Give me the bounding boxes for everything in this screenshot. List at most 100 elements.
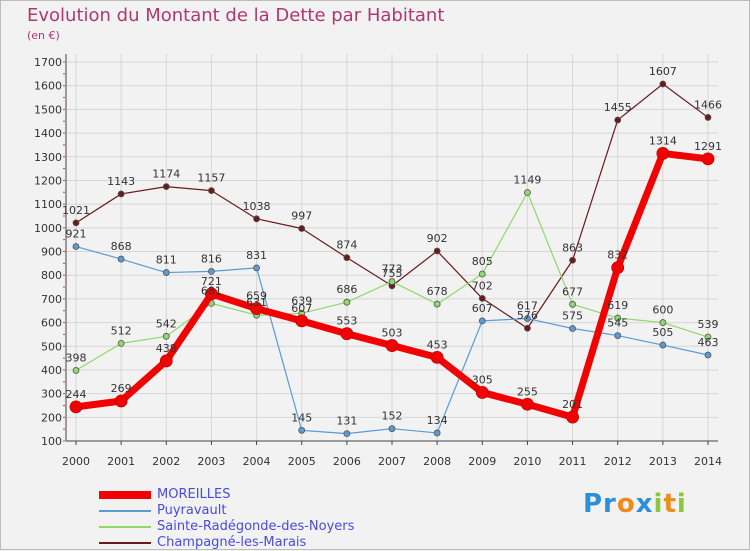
data-point [566,410,579,424]
data-label: 607 [291,302,312,315]
data-label: 1314 [649,134,677,147]
data-label: 1291 [694,140,722,153]
data-label: 553 [336,315,357,328]
data-point [340,327,354,341]
legend-swatch [99,542,151,544]
y-tick-label: 1000 [34,222,62,235]
data-label: 512 [111,324,132,337]
data-point [569,325,576,332]
data-point [614,332,622,339]
data-point [205,287,218,301]
data-point [611,261,625,275]
data-label: 269 [111,382,132,395]
data-label: 1455 [604,101,632,114]
x-tick-label: 2010 [513,455,541,468]
data-label: 686 [336,283,357,296]
legend-label: Sainte-Radégonde-des-Noyers [157,519,355,534]
data-point [162,269,170,276]
x-tick-label: 2012 [604,455,632,468]
data-point [656,147,670,160]
data-point [659,80,667,88]
data-label: 1157 [197,172,225,185]
data-label: 755 [382,267,403,280]
data-point [659,319,667,326]
x-tick-label: 2006 [333,455,361,468]
data-point [478,295,486,302]
y-tick-label: 200 [41,411,62,424]
data-point [117,340,125,347]
x-tick-label: 2007 [378,455,406,468]
y-tick-label: 300 [41,388,62,401]
data-label: 921 [66,228,87,241]
data-point [475,386,489,399]
data-point [659,341,667,349]
data-point [114,394,128,408]
data-label: 244 [66,388,87,401]
data-point [569,300,576,308]
data-label: 607 [472,302,493,315]
y-tick-label: 1700 [34,56,62,69]
data-point [385,339,399,352]
data-label: 131 [336,415,357,428]
proxiti-logo: Proxiti [583,489,687,519]
data-point [253,215,260,223]
data-label: 678 [427,285,448,298]
data-point [72,243,80,250]
data-label: 811 [156,254,177,267]
data-label: 773 [382,263,403,276]
data-label: 677 [562,285,583,298]
x-tick-label: 2011 [559,455,587,468]
data-label: 631 [246,296,267,309]
legend-swatch [99,526,151,528]
data-label: 1607 [649,65,677,78]
x-tick-label: 2004 [243,455,271,468]
y-tick-label: 700 [41,293,62,306]
data-point [250,302,263,315]
data-label: 600 [652,304,673,317]
y-tick-label: 400 [41,364,62,377]
data-label: 503 [382,327,403,340]
data-point [159,354,173,368]
legend-swatch [99,491,151,499]
y-tick-label: 600 [41,317,62,330]
y-tick-label: 1300 [34,151,62,164]
data-label: 874 [336,239,357,252]
data-point [162,183,170,190]
data-point [208,267,215,275]
data-point [524,189,531,196]
data-point [298,225,306,232]
chart-title: Evolution du Montant de la Dette par Hab… [27,5,445,26]
data-label: 868 [111,240,132,253]
data-label: 1143 [107,175,135,188]
data-label: 1149 [513,174,541,187]
data-label: 617 [517,300,538,313]
data-label: 681 [201,284,222,297]
x-tick-label: 2005 [288,455,316,468]
y-tick-label: 1100 [34,198,62,211]
data-label: 805 [472,255,493,268]
data-point [388,425,396,433]
data-point [704,351,712,359]
data-label: 816 [201,252,222,265]
data-label: 255 [517,385,538,398]
y-tick-label: 500 [41,340,62,353]
data-point [388,278,396,285]
data-point [433,429,441,437]
data-label: 1021 [62,204,90,217]
chart-subtitle: (en €) [27,29,60,42]
x-tick-label: 2000 [62,455,90,468]
data-label: 539 [698,318,719,331]
data-label: 702 [472,279,493,292]
data-label: 902 [427,232,448,245]
data-label: 832 [607,249,628,262]
y-tick-label: 1500 [34,103,62,116]
data-label: 453 [427,338,448,351]
data-point [343,430,351,438]
data-label: 997 [291,210,312,223]
data-label: 398 [66,351,87,364]
data-point [433,300,441,308]
data-point [162,332,170,340]
data-label: 1466 [694,98,722,111]
